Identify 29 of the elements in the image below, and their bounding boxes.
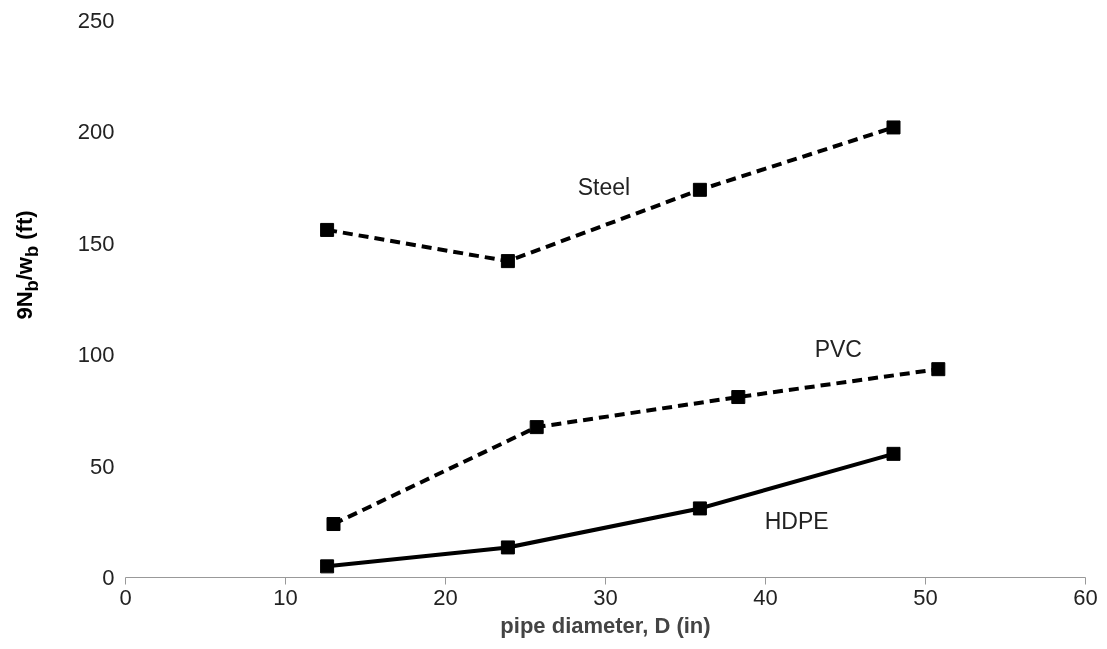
point xyxy=(886,120,901,135)
y-tick-label: 100 xyxy=(77,342,115,368)
point xyxy=(320,222,335,237)
series-label: PVC xyxy=(814,336,862,363)
y-tick-label: 250 xyxy=(77,8,115,33)
point xyxy=(326,517,341,532)
x-tick-label: 20 xyxy=(433,584,458,610)
series-label: Steel xyxy=(577,174,631,201)
x-tick-label: 40 xyxy=(753,584,778,610)
x-tick-label: 0 xyxy=(119,584,132,610)
point xyxy=(320,559,335,574)
x-axis-title: pipe diameter, D (in) xyxy=(500,612,711,638)
series-label: HDPE xyxy=(764,508,829,535)
y-tick-label: 200 xyxy=(77,119,115,145)
point xyxy=(886,446,901,461)
point xyxy=(931,362,946,377)
y-tick-label: 150 xyxy=(77,230,115,256)
y-tick-label: 0 xyxy=(102,565,115,590)
point xyxy=(529,420,544,435)
x-tick-label: 60 xyxy=(1073,584,1098,610)
point xyxy=(500,540,515,555)
point xyxy=(500,254,515,269)
x-tick-label: 10 xyxy=(273,584,298,610)
x-tick-label: 50 xyxy=(913,584,938,610)
point xyxy=(692,182,707,197)
point xyxy=(731,390,746,405)
x-tick-label: 30 xyxy=(593,584,618,610)
y-tick-label: 50 xyxy=(90,453,115,479)
point xyxy=(692,501,707,516)
